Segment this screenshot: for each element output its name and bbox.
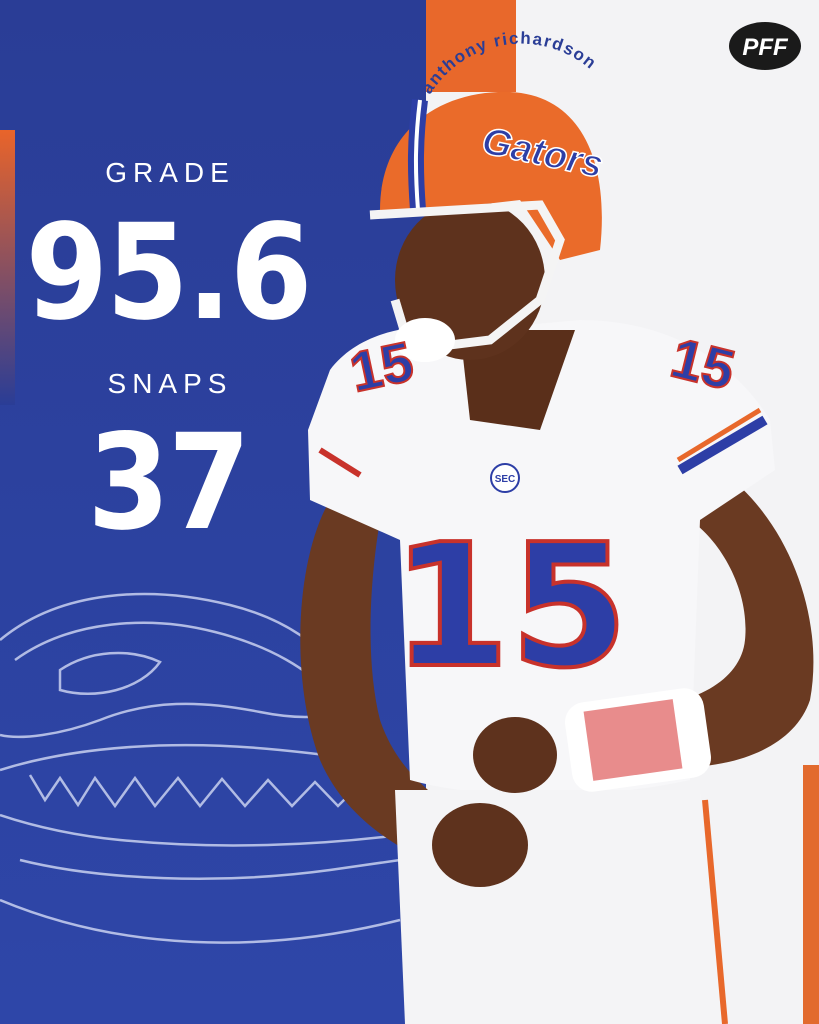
left-accent: [0, 130, 15, 405]
brand-badge: [729, 22, 801, 70]
right-accent: [803, 765, 819, 1024]
stat-value: 95.6: [25, 196, 310, 350]
stat-value: 37: [87, 406, 248, 560]
conference-badge: [490, 463, 520, 493]
stat-label: SNAPS: [108, 368, 233, 399]
jersey-number: 15: [392, 508, 629, 706]
shoulder-number: 15: [344, 329, 418, 404]
player: [300, 91, 814, 1024]
conference-logo: SEC: [495, 474, 516, 485]
orange-stripe: [426, 0, 516, 92]
brand-logo: PFF: [742, 34, 789, 61]
stat-label: GRADE: [105, 157, 235, 188]
